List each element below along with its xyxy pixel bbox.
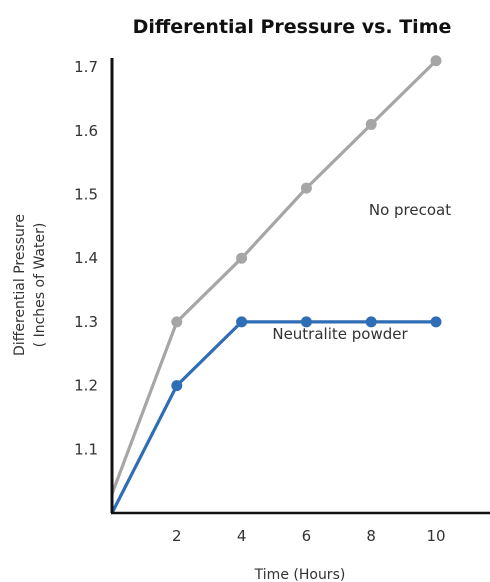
data-point-no-precoat	[430, 55, 442, 67]
x-tick-label: 8	[366, 527, 376, 545]
data-point-no-precoat	[171, 316, 183, 328]
legend-neutralite-powder: Neutralite powder	[272, 325, 408, 343]
data-point-neutralite-powder	[171, 380, 183, 392]
y-tick-labels: 1.1 1.2 1.3 1.4 1.5 1.6 1.7	[74, 58, 98, 458]
data-point-no-precoat	[300, 182, 312, 194]
y-tick-label: 1.6	[74, 122, 98, 140]
data-point-no-precoat	[236, 252, 248, 264]
data-point-neutralite-powder	[236, 316, 248, 328]
x-tick-label: 2	[172, 527, 182, 545]
y-axis-label-line-1: Differential Pressure	[12, 214, 28, 356]
y-axis-label: Differential Pressure ( Inches of Water)	[12, 214, 48, 356]
y-tick-label: 1.2	[74, 377, 98, 395]
y-axis-label-line-2: ( Inches of Water)	[32, 223, 48, 348]
y-tick-label: 1.7	[74, 58, 98, 76]
x-tick-label: 10	[426, 527, 445, 545]
data-point-neutralite-powder	[430, 316, 442, 328]
x-tick-label: 6	[302, 527, 312, 545]
legend-no-precoat: No precoat	[369, 201, 451, 219]
y-tick-label: 1.1	[74, 440, 98, 458]
y-tick-label: 1.5	[74, 186, 98, 204]
series-line-no-precoat	[110, 59, 438, 495]
x-axis-label: Time (Hours)	[254, 567, 346, 582]
y-tick-label: 1.4	[74, 249, 98, 267]
data-point-no-precoat	[365, 118, 377, 130]
series-line-neutralite-powder	[110, 320, 436, 514]
x-tick-label: 4	[237, 527, 247, 545]
y-tick-label: 1.3	[74, 313, 98, 331]
data-point-neutralite-powder	[365, 316, 377, 328]
series-layer	[110, 55, 442, 514]
data-point-neutralite-powder	[300, 316, 312, 328]
x-tick-labels: 2 4 6 8 10	[172, 527, 446, 545]
chart-title: Differential Pressure vs. Time	[133, 16, 452, 38]
